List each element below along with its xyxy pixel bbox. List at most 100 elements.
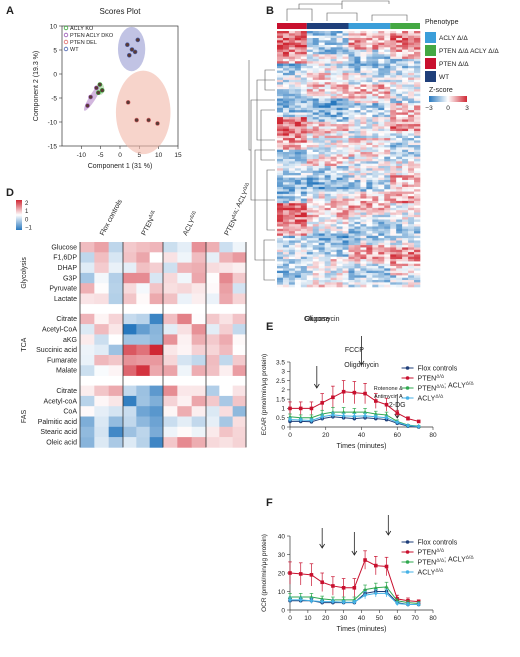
- legend-marker: [405, 550, 410, 554]
- legend-label: PTENΔ/Δ; ACLYΔ/Δ: [418, 380, 475, 392]
- heatmap-cell: [384, 266, 391, 269]
- heatmap-cell: [354, 252, 361, 255]
- heatmap-cell: [149, 426, 164, 438]
- heatmap-cell: [360, 114, 367, 118]
- heatmap-cell: [312, 152, 320, 155]
- heatmap-cell: [294, 65, 302, 69]
- heatmap-cell: [282, 152, 290, 155]
- heatmap-cell: [330, 135, 337, 139]
- heatmap-cell: [312, 270, 320, 274]
- heatmap-cell: [288, 117, 296, 120]
- heatmap-cell: [324, 51, 331, 55]
- heatmap-cell: [306, 159, 314, 162]
- heatmap-cell: [342, 119, 349, 123]
- heatmap-cell: [324, 219, 331, 223]
- heatmap-cell: [360, 259, 367, 262]
- heatmap-cell: [177, 313, 192, 325]
- heatmap-cell: [408, 44, 415, 48]
- heatmap-cell: [336, 189, 343, 192]
- heatmap-cell: [300, 205, 308, 209]
- heatmap-cell: [288, 93, 296, 97]
- heatmap-cell: [300, 268, 308, 272]
- heatmap-cell: [384, 175, 391, 178]
- heatmap-cell: [360, 61, 367, 64]
- heatmap-cell: [408, 182, 415, 185]
- heatmap-cell: [282, 107, 290, 111]
- heatmap-cell: [354, 203, 361, 206]
- heatmap-cell: [300, 221, 308, 225]
- heatmap-cell: [300, 63, 308, 67]
- heatmap-cell: [384, 280, 391, 283]
- heatmap-cell: [360, 103, 367, 106]
- heatmap-cell: [149, 365, 164, 376]
- heatmap-cell: [390, 207, 397, 211]
- heatmap-cell: [402, 221, 409, 225]
- heatmap-cell: [384, 219, 391, 223]
- heatmap-cell: [390, 152, 397, 155]
- heatmap-cell: [294, 203, 302, 206]
- heatmap-cell: [378, 63, 385, 67]
- heatmap-cell: [348, 42, 355, 46]
- heatmap-cell: [324, 112, 331, 116]
- heatmap-cell: [354, 175, 361, 178]
- heatmap-cell: [232, 365, 247, 376]
- heatmap-cell: [163, 365, 178, 376]
- heatmap-cell: [330, 161, 337, 164]
- heatmap-cell: [372, 145, 379, 148]
- heatmap-cell: [390, 84, 397, 88]
- data-point: [288, 571, 292, 575]
- heatmap-cell: [402, 259, 409, 262]
- legend-marker: [405, 540, 410, 544]
- heatmap-cell: [396, 210, 403, 213]
- heatmap-cell: [342, 242, 349, 246]
- heatmap-cell: [408, 282, 415, 285]
- heatmap-cell: [354, 126, 361, 130]
- heatmap-cell: [330, 270, 337, 274]
- heatmap-cell: [360, 214, 367, 218]
- heatmap-cell: [390, 275, 397, 278]
- heatmap-cell: [348, 77, 355, 81]
- heatmap-cell: [408, 193, 415, 197]
- heatmap-cell: [384, 47, 391, 50]
- heatmap-cell: [277, 86, 284, 90]
- heatmap-cell: [300, 270, 308, 274]
- heatmap-cell: [348, 219, 355, 223]
- heatmap-cell: [336, 168, 343, 171]
- heatmap-cell: [402, 277, 409, 281]
- heatmap-cell: [354, 63, 361, 67]
- dendrogram-branch: [298, 3, 343, 9]
- heatmap-cell: [378, 79, 385, 83]
- heatmap-cell: [312, 268, 320, 272]
- heatmap-cell: [384, 75, 391, 78]
- heatmap-cell: [408, 40, 415, 43]
- heatmap-cell: [288, 35, 296, 39]
- heatmap-cell: [342, 231, 349, 234]
- heatmap-cell: [324, 154, 331, 157]
- heatmap-cell: [354, 182, 361, 185]
- heatmap-cell: [324, 182, 331, 185]
- y-tick-label: 5: [53, 47, 57, 54]
- heatmap-cell: [396, 121, 403, 125]
- legend-label: PTEN Δ/Δ ACLY Δ/Δ: [439, 48, 499, 55]
- heatmap-cell: [288, 235, 296, 239]
- heatmap-cell: [384, 224, 391, 227]
- heatmap-cell: [306, 200, 314, 204]
- heatmap-cell: [206, 334, 220, 345]
- heatmap-cell: [390, 110, 397, 113]
- heatmap-cell: [312, 138, 320, 141]
- panel-letter: F: [266, 497, 273, 509]
- heatmap-cell: [396, 261, 403, 265]
- heatmap-cell: [372, 56, 379, 60]
- heatmap-cell: [282, 56, 290, 60]
- heatmap-cell: [372, 49, 379, 53]
- heatmap-cell: [414, 93, 421, 97]
- heatmap-cell: [366, 172, 373, 176]
- heatmap-cell: [330, 263, 337, 267]
- heatmap-cell: [360, 249, 367, 253]
- heatmap-cell: [206, 416, 220, 428]
- heatmap-cell: [312, 165, 320, 169]
- heatmap-cell: [300, 224, 308, 227]
- heatmap-cell: [408, 112, 415, 116]
- heatmap-cell: [354, 86, 361, 90]
- heatmap-cell: [396, 221, 403, 225]
